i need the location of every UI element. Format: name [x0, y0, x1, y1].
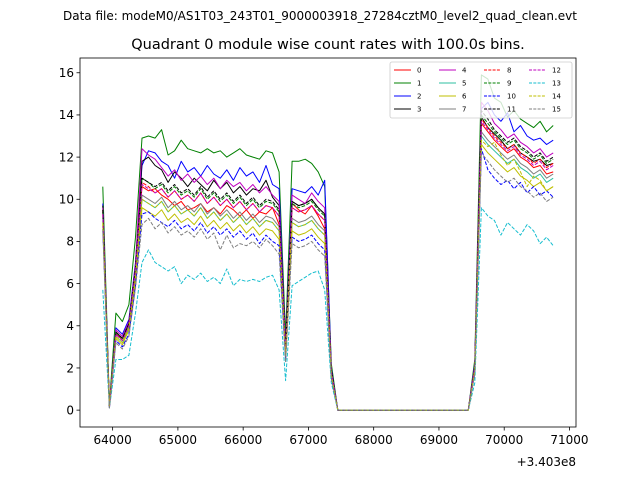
chart-suptitle: Data file: modeM0/AS1T03_243T01_90000039… [63, 9, 577, 23]
y-tick-label: 2 [66, 361, 74, 375]
series-line-2 [102, 101, 554, 411]
legend-label-9: 9 [507, 80, 511, 88]
y-tick-label: 14 [59, 108, 74, 122]
legend-label-15: 15 [552, 106, 561, 114]
x-offset-label: +3.403e8 [517, 455, 576, 469]
x-axis: 64000 65000 66000 67000 68000 69000 70000 71000 [94, 427, 589, 447]
legend-label-7: 7 [462, 106, 466, 114]
legend-label-1: 1 [417, 80, 421, 88]
legend-label-11: 11 [507, 106, 516, 114]
y-axis: 0 2 4 6 8 10 12 14 16 [59, 66, 80, 417]
x-tick-label: 65000 [159, 433, 197, 447]
y-tick-label: 8 [66, 235, 74, 249]
series-line-12 [102, 120, 554, 411]
y-tick-label: 12 [59, 150, 74, 164]
legend-label-8: 8 [507, 67, 511, 75]
y-tick-label: 4 [66, 319, 74, 333]
x-tick-label: 71000 [550, 433, 588, 447]
legend-label-2: 2 [417, 93, 421, 101]
x-tick-label: 68000 [355, 433, 393, 447]
legend-label-4: 4 [462, 67, 467, 75]
legend-label-6: 6 [462, 93, 467, 101]
x-tick-label: 70000 [485, 433, 523, 447]
x-tick-label: 66000 [224, 433, 262, 447]
legend-label-14: 14 [552, 93, 561, 101]
legend-box [389, 61, 573, 119]
legend-label-0: 0 [417, 67, 421, 75]
legend-label-5: 5 [462, 80, 466, 88]
legend-label-3: 3 [417, 106, 421, 114]
legend-label-13: 13 [552, 80, 561, 88]
y-tick-label: 10 [59, 193, 74, 207]
y-tick-label: 6 [66, 277, 74, 291]
legend-label-10: 10 [507, 93, 516, 101]
x-tick-label: 64000 [94, 433, 132, 447]
y-tick-label: 16 [59, 66, 74, 80]
x-tick-label: 67000 [289, 433, 327, 447]
y-tick-label: 0 [66, 403, 74, 417]
chart-title: Quadrant 0 module wise count rates with … [131, 37, 525, 53]
series-line-4 [102, 101, 554, 411]
x-tick-label: 69000 [420, 433, 458, 447]
legend-label-12: 12 [552, 67, 561, 75]
series-line-15 [102, 152, 554, 411]
plot-frame [79, 57, 577, 428]
series-line-13 [102, 207, 554, 411]
series-line-14 [102, 139, 554, 411]
series-layer [102, 74, 554, 411]
